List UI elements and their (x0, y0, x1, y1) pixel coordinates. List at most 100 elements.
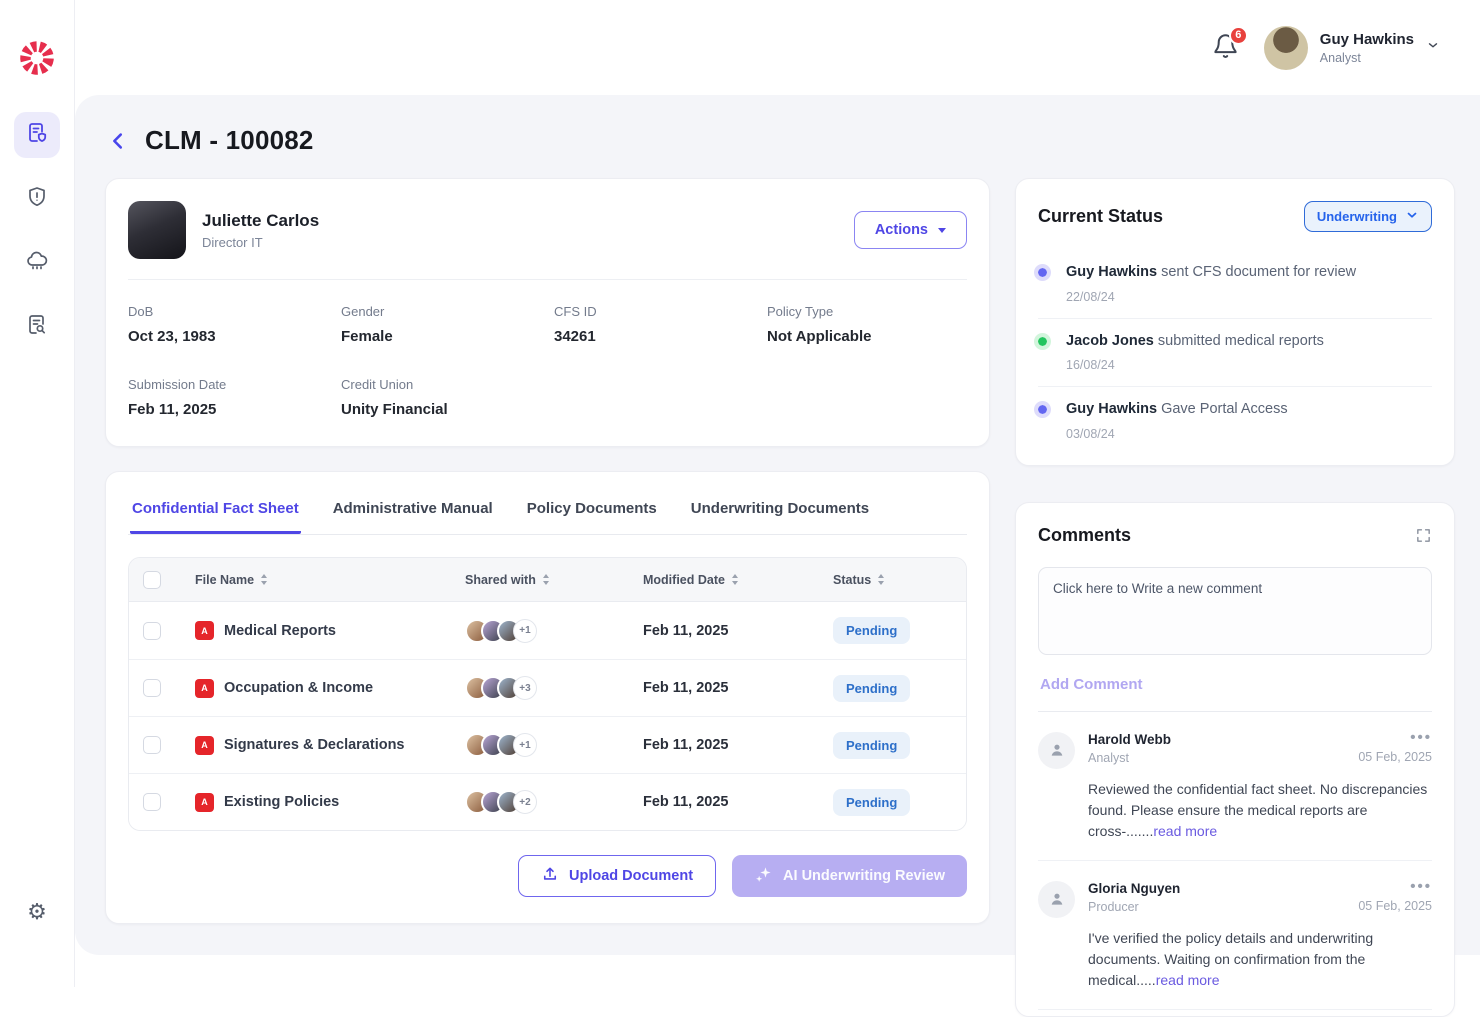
cloud-icon (25, 249, 49, 278)
field-value: Feb 11, 2025 (128, 401, 217, 418)
add-comment-button[interactable]: Add Comment (1040, 675, 1143, 693)
tab-underwriting-documents[interactable]: Underwriting Documents (690, 500, 870, 517)
chevron-down-icon (1405, 208, 1419, 225)
sort-icon[interactable] (542, 574, 549, 585)
shared-more-badge: +1 (513, 733, 537, 757)
event-action: sent CFS document for review (1161, 264, 1357, 280)
table-body: A Medical Reports +1 Feb 11, 2025 (129, 602, 966, 830)
sidebar-item-cloud-services[interactable] (14, 240, 60, 286)
sidebar-item-claims-documents[interactable] (14, 112, 60, 158)
status-stage-dropdown[interactable]: Underwriting (1303, 201, 1432, 232)
user-avatar (1263, 25, 1308, 70)
documents-card: Confidential Fact Sheet Administrative M… (105, 471, 990, 924)
file-name-cell[interactable]: A Occupation & Income (195, 678, 465, 698)
user-name: Guy Hawkins (1319, 30, 1414, 48)
pdf-icon: A (195, 621, 214, 640)
comments-card: Comments Add Comment (1015, 501, 1455, 1017)
sidebar-item-risk-alerts[interactable] (14, 176, 60, 222)
read-more-link[interactable]: read more (1153, 822, 1218, 839)
document-tabs: Confidential Fact Sheet Administrative M… (128, 496, 967, 535)
tab-administrative-manual[interactable]: Administrative Manual (332, 500, 493, 517)
field: DoB Oct 23, 1983 (128, 304, 341, 345)
brand-sunburst-icon (16, 37, 58, 84)
comment-date: 05 Feb, 2025 (1358, 749, 1432, 764)
shared-with-cell[interactable]: +3 (465, 676, 643, 700)
tab-confidential-fact-sheet[interactable]: Confidential Fact Sheet (130, 496, 301, 534)
field-value: Not Applicable (767, 328, 872, 345)
comments-title: Comments (1038, 524, 1132, 545)
sidebar-item-settings[interactable]: ⚙ (14, 889, 60, 935)
chevron-down-icon (1426, 38, 1440, 57)
gear-icon: ⚙ (27, 899, 47, 924)
comment-date: 05 Feb, 2025 (1358, 898, 1432, 913)
file-name-cell[interactable]: A Signatures & Declarations (195, 735, 465, 755)
upload-document-button[interactable]: Upload Document (517, 855, 717, 897)
commenter-avatar (1038, 880, 1075, 918)
status-badge: Pending (833, 674, 911, 702)
shared-more-badge: +2 (513, 790, 537, 814)
file-name-cell[interactable]: A Medical Reports (195, 621, 465, 640)
comments-list: Harold Webb Analyst ••• 05 Feb, 2025 Rev… (1038, 712, 1432, 1010)
expand-icon[interactable] (1415, 527, 1432, 549)
bell-icon (1212, 33, 1239, 64)
file-name-cell[interactable]: A Existing Policies (195, 792, 465, 812)
event-action: Gave Portal Access (1161, 401, 1288, 418)
row-checkbox[interactable] (143, 621, 161, 640)
status-badge: Pending (833, 731, 911, 759)
topbar: 6 Guy Hawkins Analyst (75, 0, 1480, 95)
comment-item: Gloria Nguyen Producer ••• 05 Feb, 2025 … (1038, 861, 1432, 1010)
shield-alert-icon (25, 185, 49, 214)
table-row: A Signatures & Declarations +1 Feb 11, 2 (129, 716, 966, 773)
comment-menu-button[interactable]: ••• (1410, 877, 1432, 895)
read-more-link[interactable]: read more (1155, 971, 1220, 988)
back-button[interactable] (105, 128, 131, 154)
status-badge: Pending (833, 617, 911, 644)
page-title: CLM - 100082 (145, 125, 314, 155)
shared-with-cell[interactable]: +2 (465, 790, 643, 814)
sort-icon[interactable] (731, 574, 738, 585)
app-logo[interactable] (15, 38, 59, 82)
field-value: Unity Financial (341, 401, 448, 418)
ai-underwriting-review-button[interactable]: AI Underwriting Review (732, 855, 967, 897)
caret-down-icon (938, 227, 946, 233)
field: Credit Union Unity Financial (341, 377, 554, 418)
column-shared-with: Shared with (465, 573, 643, 587)
actions-button[interactable]: Actions (853, 211, 967, 249)
comment-item: Harold Webb Analyst ••• 05 Feb, 2025 Rev… (1038, 712, 1432, 861)
row-checkbox[interactable] (143, 736, 161, 754)
sort-icon[interactable] (878, 574, 885, 585)
sidebar-item-document-search[interactable] (14, 304, 60, 350)
sort-icon[interactable] (261, 574, 268, 585)
row-checkbox[interactable] (143, 793, 161, 811)
sidebar-nav (14, 112, 60, 350)
pdf-icon: A (195, 735, 214, 755)
field-label: Submission Date (128, 377, 227, 392)
column-status: Status (833, 573, 958, 587)
event-actor: Guy Hawkins (1066, 264, 1158, 280)
user-menu[interactable]: Guy Hawkins Analyst (1263, 25, 1440, 70)
event-date: 03/08/24 (1066, 426, 1115, 441)
pdf-icon: A (195, 792, 214, 812)
claimant-profile-card: Juliette Carlos Director IT Actions DoB … (105, 178, 990, 447)
notification-count-badge: 6 (1228, 25, 1248, 45)
select-all-checkbox[interactable] (143, 570, 161, 589)
shared-more-badge: +1 (513, 618, 537, 643)
commenter-name: Harold Webb (1088, 731, 1172, 747)
field-label: Credit Union (341, 377, 414, 392)
shared-with-cell[interactable]: +1 (465, 618, 643, 643)
notifications-button[interactable]: 6 (1212, 25, 1248, 64)
table-row: A Existing Policies +2 Feb 11, 2025 (129, 773, 966, 830)
tab-policy-documents[interactable]: Policy Documents (526, 500, 657, 517)
event-action: submitted medical reports (1157, 332, 1324, 349)
user-role: Analyst (1319, 50, 1361, 65)
table-row: A Medical Reports +1 Feb 11, 2025 (129, 602, 966, 659)
row-checkbox[interactable] (143, 679, 161, 697)
new-comment-input[interactable] (1038, 566, 1432, 655)
claimant-fields: DoB Oct 23, 1983 Gender Female CFS ID 34… (128, 304, 967, 418)
commenter-name: Gloria Nguyen (1088, 880, 1181, 896)
field-label: Policy Type (767, 304, 834, 319)
timeline-event: Guy Hawkins Gave Portal Access 03/08/24 (1034, 386, 1432, 455)
shared-with-cell[interactable]: +1 (465, 733, 643, 757)
timeline-dot (1034, 401, 1051, 419)
comment-menu-button[interactable]: ••• (1410, 728, 1432, 746)
